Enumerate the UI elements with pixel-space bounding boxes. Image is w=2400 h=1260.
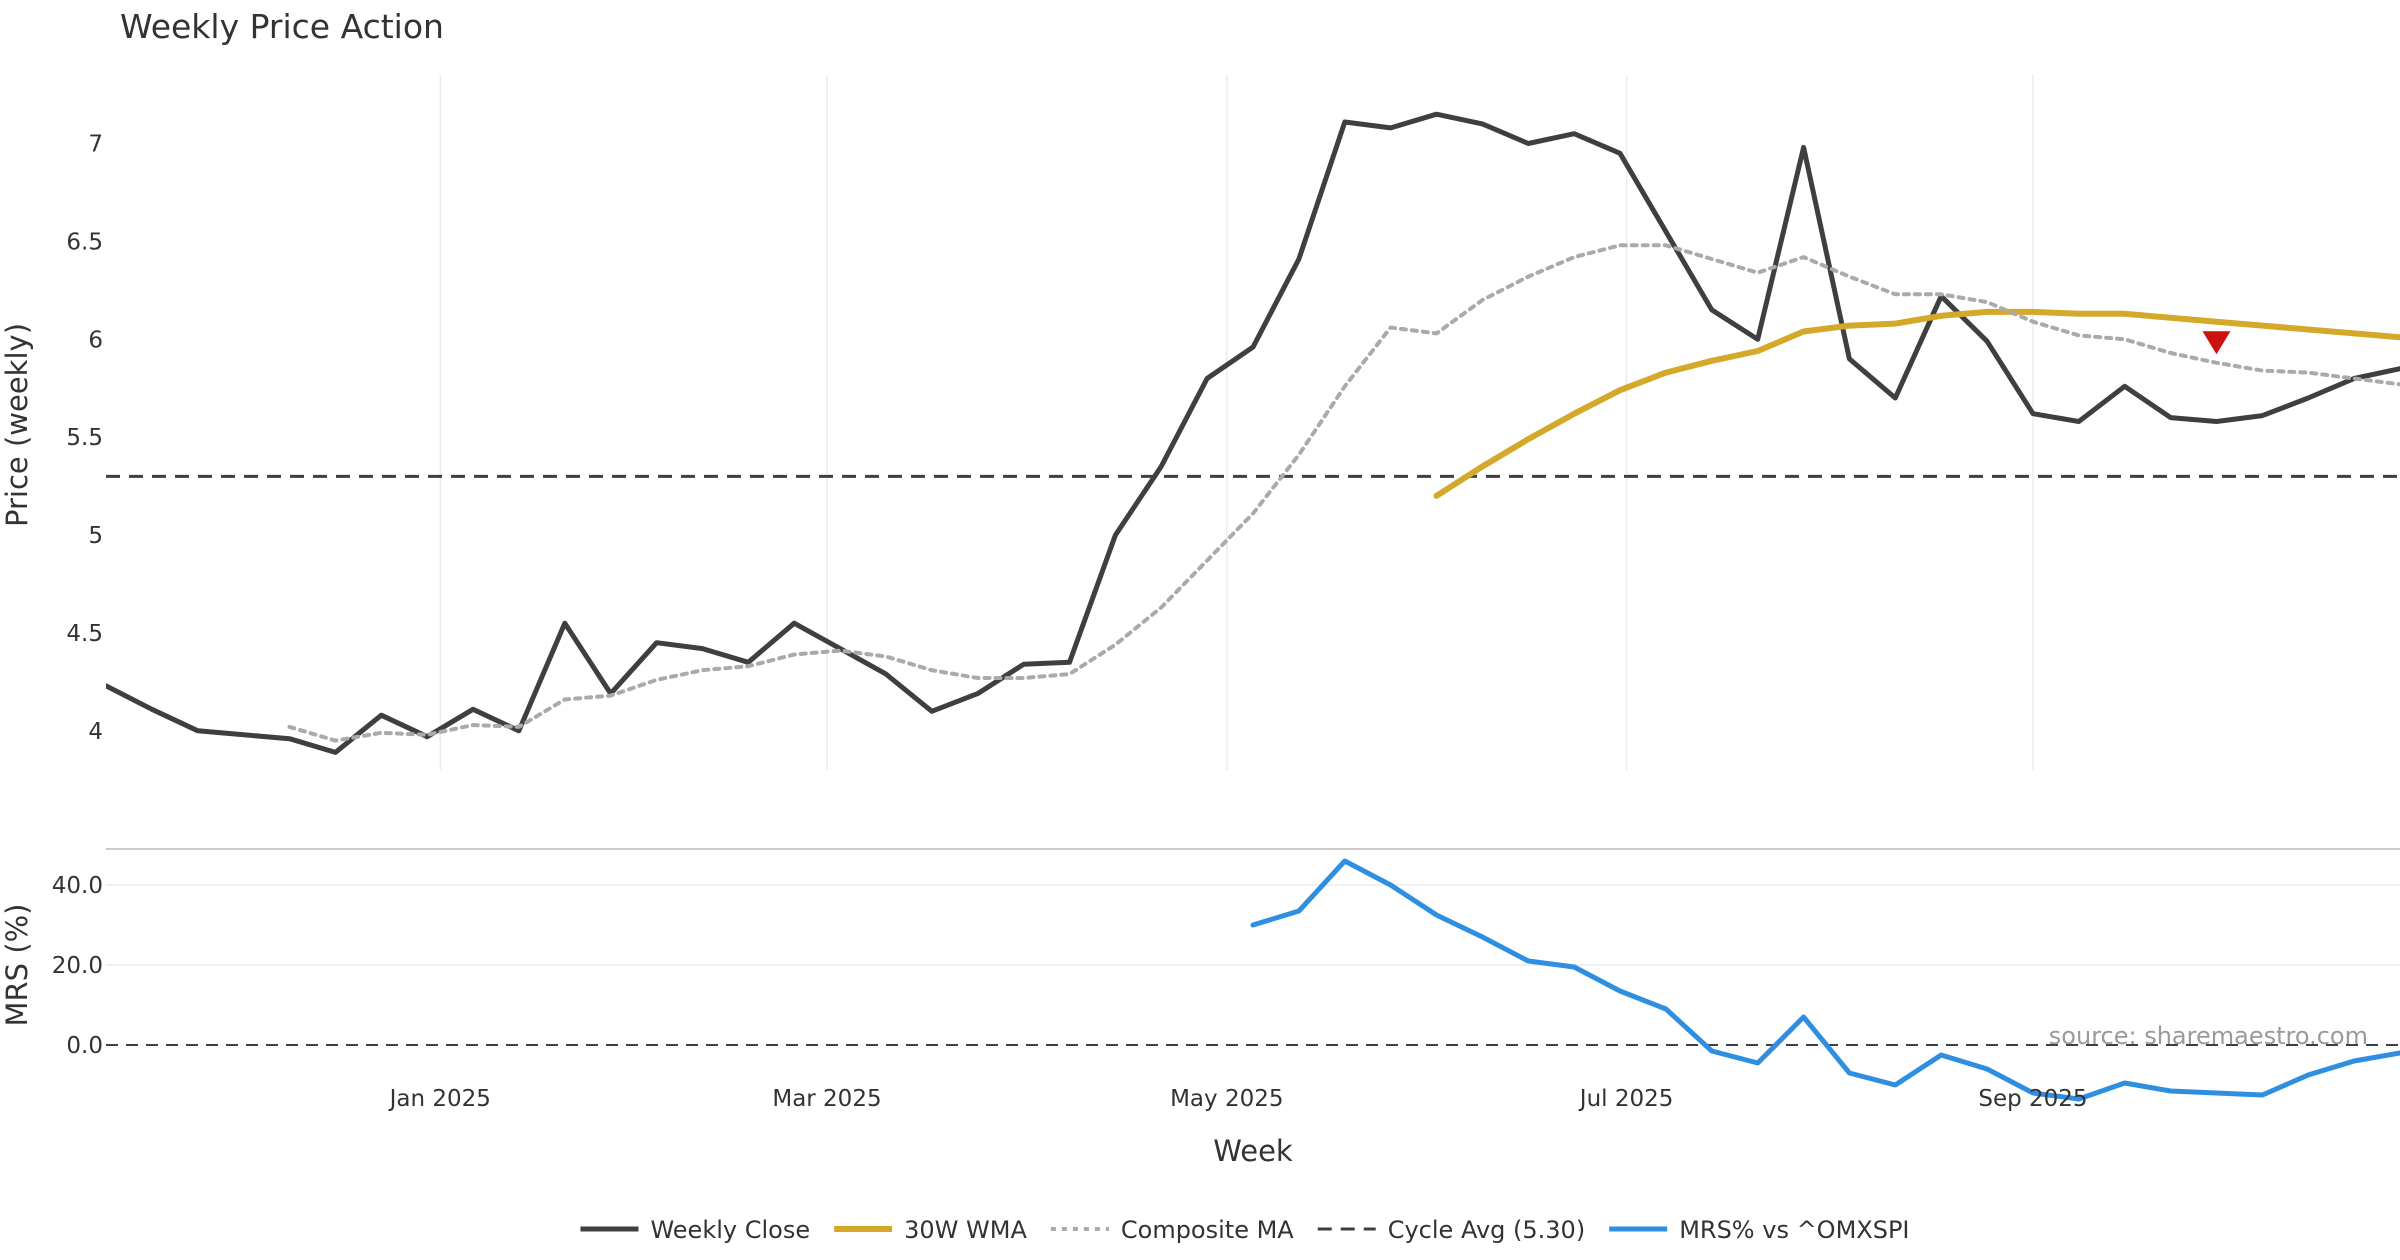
x-tick-label: May 2025: [1170, 1086, 1283, 1112]
mrs-y-axis-label: MRS (%): [0, 904, 34, 1027]
series-line-mrs-vs-omxspi: [1250, 858, 2400, 1102]
legend-label-mrs-vs-omxspi: MRS% vs ^OMXSPI: [1679, 1216, 1909, 1244]
legend-label-composite-ma: Composite MA: [1121, 1216, 1294, 1244]
price-y-ticks: 4 4.5 5 5.5 6 6.5 7: [66, 132, 103, 745]
mrs-y-tick-label: 20.0: [52, 953, 103, 979]
x-axis-label: Week: [1213, 1134, 1293, 1168]
mrs-y-tick-label: 40.0: [52, 873, 103, 899]
price-y-tick-label: 7: [88, 132, 103, 158]
mrs-y-ticks: 0.0 20.0 40.0: [52, 873, 103, 1059]
price-y-tick-label: 4: [88, 719, 103, 745]
x-axis-ticks: Jan 2025 Mar 2025 May 2025 Jul 2025 Sep 2025: [388, 1086, 2088, 1112]
sell-signal-marker: [2202, 331, 2231, 355]
price-y-tick-label: 5: [88, 523, 103, 549]
x-tick-label: Jan 2025: [388, 1086, 491, 1112]
price-y-tick-label: 6.5: [66, 229, 103, 255]
legend: Weekly Close 30W WMA Composite MA Cycle Avg…: [580, 1216, 1910, 1244]
sell-signal-marker-group: [2202, 331, 2231, 355]
mrs-panel-grid: [106, 884, 2400, 1046]
mrs-panel-series: [1250, 858, 2400, 1102]
price-y-axis-label: Price (weekly): [0, 323, 34, 527]
series-line-30w-wma: [1433, 308, 2400, 499]
chart-title: Weekly Price Action: [120, 7, 444, 46]
series-line-composite-ma: [287, 243, 2400, 743]
legend-label-30w-wma: 30W WMA: [904, 1216, 1027, 1244]
price-panel-series: [106, 111, 2400, 755]
legend-label-weekly-close: Weekly Close: [650, 1216, 810, 1244]
price-panel-grid: [439, 75, 2034, 770]
price-y-tick-label: 4.5: [66, 621, 103, 647]
source-note: source: sharemaestro.com: [2049, 1022, 2368, 1050]
x-tick-label: Jul 2025: [1578, 1086, 1674, 1112]
price-y-tick-label: 6: [88, 327, 103, 353]
series-line-weekly-close: [106, 111, 2400, 755]
legend-label-cycle-avg-5-30: Cycle Avg (5.30): [1388, 1216, 1585, 1244]
x-tick-label: Mar 2025: [772, 1086, 881, 1112]
price-y-tick-label: 5.5: [66, 425, 103, 451]
mrs-y-tick-label: 0.0: [66, 1033, 103, 1059]
x-tick-label: Sep 2025: [1978, 1086, 2087, 1112]
